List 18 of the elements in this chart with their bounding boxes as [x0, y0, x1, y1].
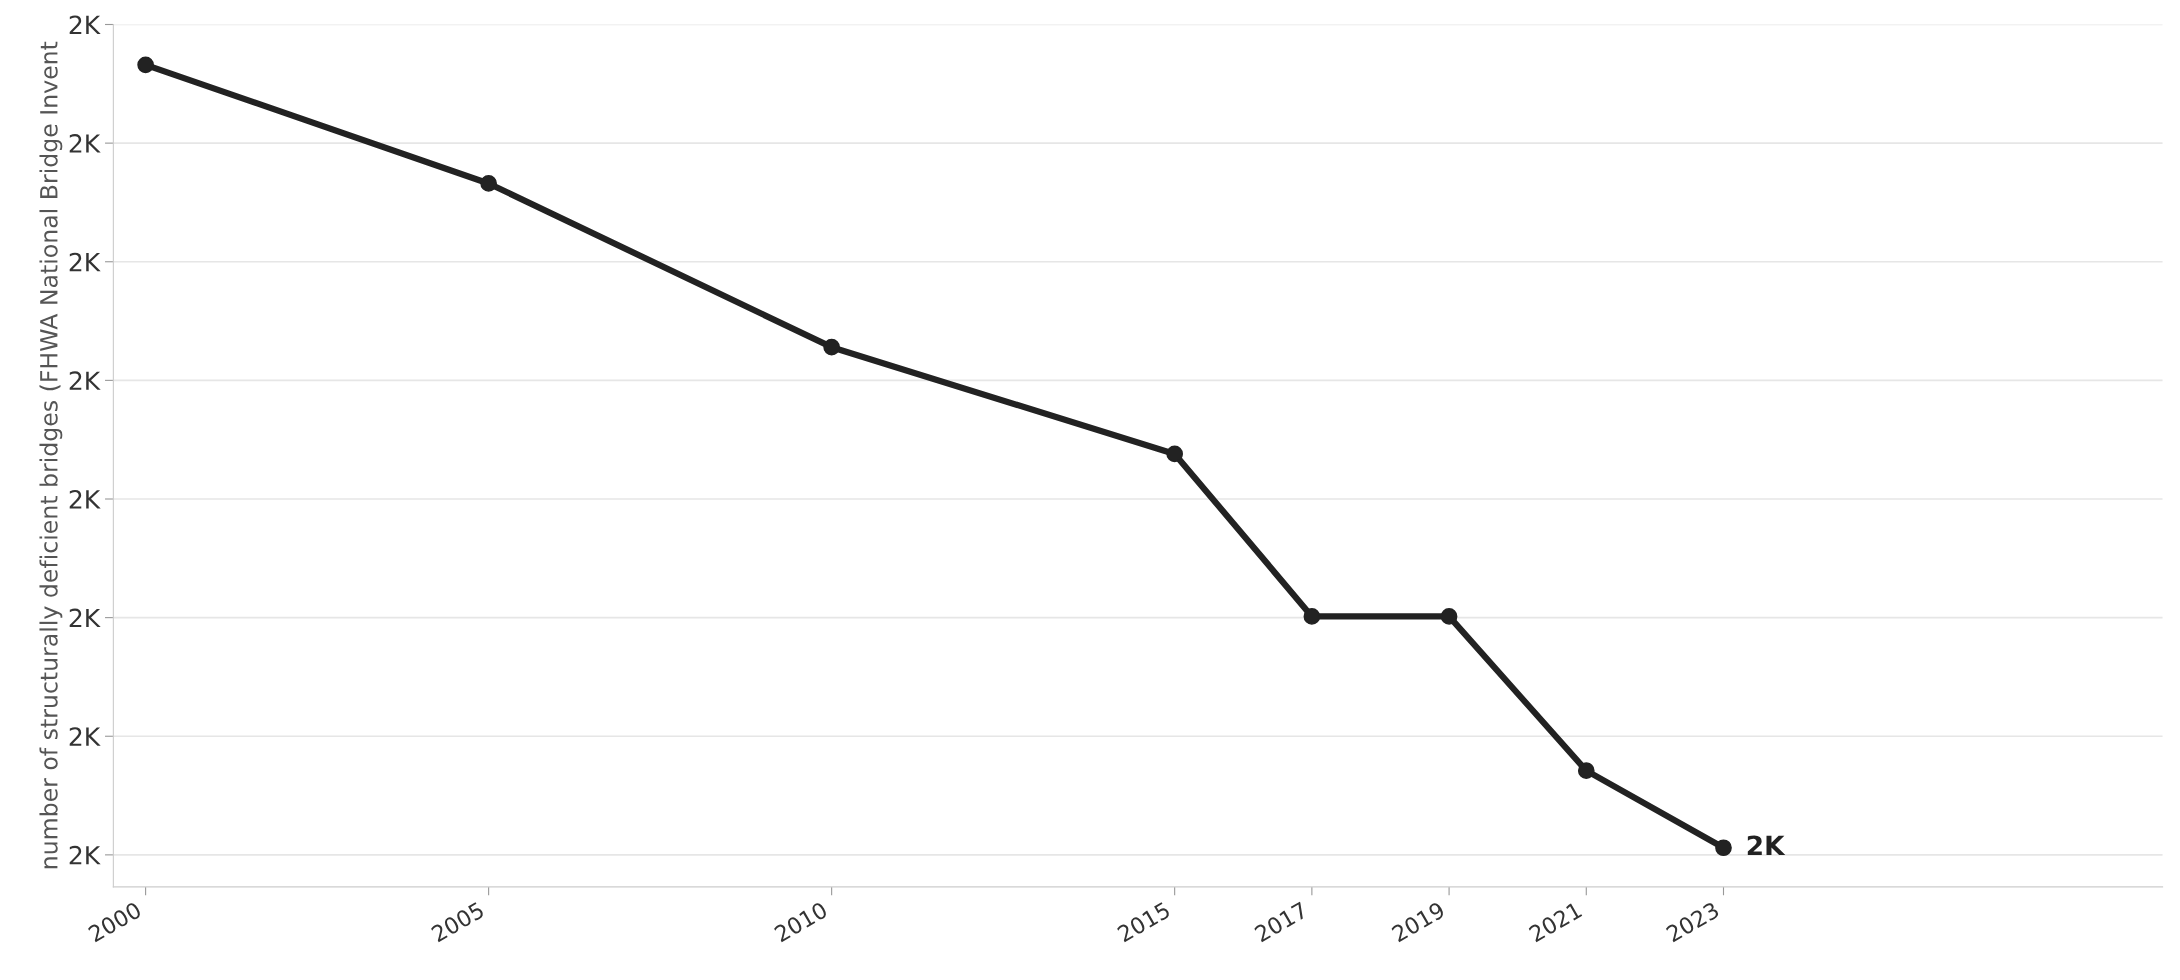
point [1440, 608, 1458, 625]
point [1577, 762, 1595, 779]
point [480, 175, 497, 192]
point [137, 56, 154, 74]
y-tick-label: 2K [69, 608, 101, 628]
point [1715, 839, 1732, 857]
y-tick-label: 2K [69, 134, 101, 153]
point [823, 338, 840, 356]
y-tick-label: 2K [69, 371, 101, 390]
point [1303, 608, 1321, 625]
point [1166, 445, 1183, 463]
y-tick-label: 2K [69, 15, 101, 34]
y-tick-label: 2K [69, 727, 101, 746]
y-axis-title: number of structurally deficient bridges (FHWA National Bridge Invent [39, 41, 63, 869]
y-tick-label: 2K [69, 845, 101, 865]
y-tick-label: 2K [69, 489, 101, 509]
y-tick-label: 2K [69, 252, 101, 272]
data-label: 2K [1747, 835, 1786, 856]
